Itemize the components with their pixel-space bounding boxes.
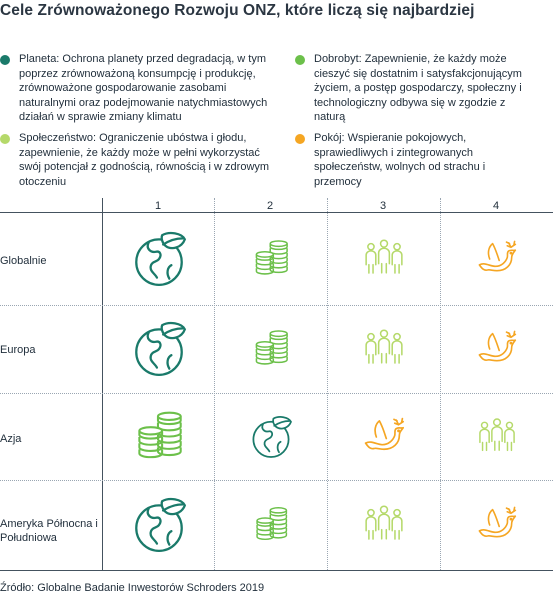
row-label-asia: Azja — [0, 433, 22, 445]
people-icon — [327, 480, 440, 570]
grid-line — [327, 198, 328, 570]
grid-line — [440, 198, 441, 570]
coins-icon — [214, 480, 327, 570]
row-label-europe: Europa — [0, 344, 36, 356]
coins-icon — [214, 212, 327, 305]
dove-icon — [327, 393, 440, 480]
globe-leaf-icon — [214, 393, 327, 480]
grid-line — [0, 393, 553, 394]
legend-item-people: Społeczeństwo: Ograniczenie ubóstwa i gł… — [0, 131, 270, 189]
people-icon — [440, 393, 553, 480]
legend-item-peace: Pokój: Wspieranie pokojowych, sprawiedli… — [295, 131, 535, 189]
column-header-2: 2 — [266, 200, 274, 212]
column-header-1: 1 — [154, 200, 162, 212]
coins-icon — [102, 393, 215, 480]
planet-dot-icon — [0, 55, 10, 65]
row-label-americas: Ameryka Północna i Południowa — [0, 518, 98, 544]
peace-dot-icon — [295, 134, 305, 144]
people-icon — [327, 305, 440, 393]
coins-icon — [214, 305, 327, 393]
source-note: Źródło: Globalne Badanie Inwestorów Schr… — [0, 582, 265, 594]
people-icon — [327, 212, 440, 305]
globe-leaf-icon — [102, 480, 215, 570]
grid-line — [0, 570, 553, 571]
legend-text: Społeczeństwo: Ograniczenie ubóstwa i gł… — [19, 132, 270, 188]
page-title: Cele Zrównoważonego Rozwoju ONZ, które l… — [0, 2, 475, 19]
people-dot-icon — [0, 134, 10, 144]
legend-text: Pokój: Wspieranie pokojowych, sprawiedli… — [314, 132, 486, 188]
legend-text: Planeta: Ochrona planety przed degradacj… — [19, 53, 268, 123]
dove-icon — [440, 480, 553, 570]
column-header-4: 4 — [492, 200, 500, 212]
dove-icon — [440, 305, 553, 393]
row-label-global: Globalnie — [0, 255, 47, 267]
legend-text: Dobrobyt: Zapewnienie, że każdy może cie… — [314, 53, 522, 123]
legend-item-planet: Planeta: Ochrona planety przed degradacj… — [0, 52, 270, 125]
prosperity-dot-icon — [295, 55, 305, 65]
column-header-3: 3 — [379, 200, 387, 212]
legend-item-prosperity: Dobrobyt: Zapewnienie, że każdy może cie… — [295, 52, 535, 125]
dove-icon — [440, 212, 553, 305]
grid-line — [0, 212, 553, 213]
grid-line — [0, 480, 553, 481]
globe-leaf-icon — [102, 305, 215, 393]
globe-leaf-icon — [102, 212, 215, 305]
grid-line — [102, 198, 103, 570]
grid-line — [0, 305, 553, 306]
grid-line — [214, 198, 215, 570]
